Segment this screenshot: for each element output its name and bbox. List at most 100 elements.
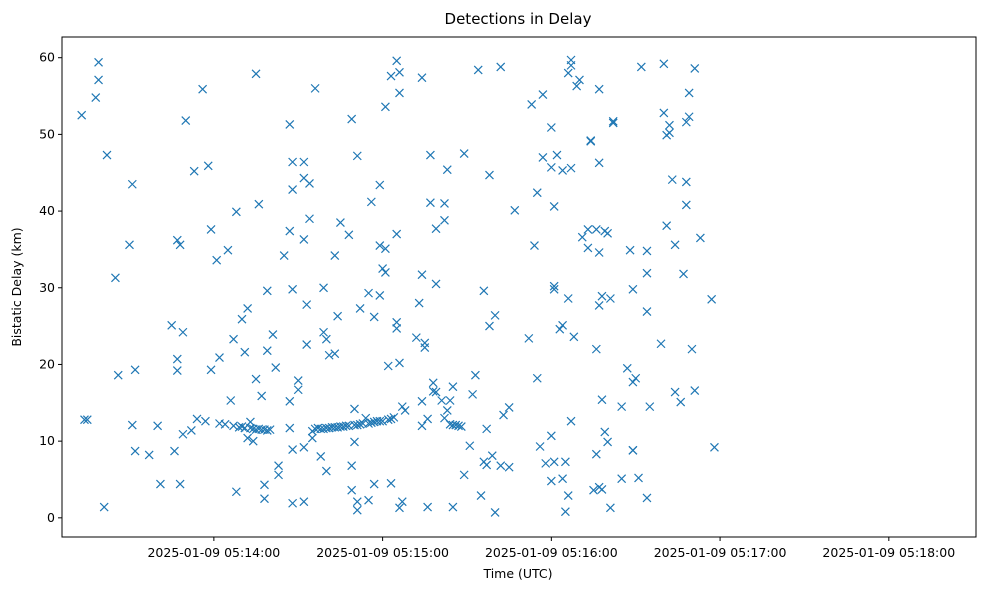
data-point-marker [563, 491, 573, 501]
data-point-marker [378, 264, 388, 274]
data-point-marker [102, 150, 112, 160]
data-point-marker [670, 240, 680, 250]
data-point-marker [130, 446, 140, 456]
data-point-marker [414, 298, 424, 308]
data-point-marker [485, 170, 494, 180]
data-point-marker [237, 422, 247, 431]
x-axis-label: Time (UTC) [482, 566, 552, 581]
data-point-marker [605, 503, 615, 513]
data-point-marker [605, 294, 615, 303]
data-point-marker [482, 460, 492, 470]
data-point-marker [330, 251, 340, 260]
data-point-marker [386, 478, 396, 488]
data-point-marker [231, 487, 241, 497]
data-point-marker [366, 418, 376, 428]
data-point-marker [440, 198, 449, 208]
data-point-marker [268, 330, 278, 339]
data-point-marker [420, 343, 430, 353]
data-point-marker [243, 304, 253, 313]
data-point-marker [153, 421, 163, 431]
data-point-marker [305, 179, 314, 188]
data-point-marker [591, 344, 601, 354]
x-tick-label: 2025-01-09 05:17:00 [654, 545, 787, 560]
data-point-marker [690, 386, 700, 395]
data-point-marker [659, 108, 669, 118]
data-point-marker [490, 310, 500, 320]
data-point-marker [600, 427, 610, 437]
data-point-marker [172, 235, 182, 245]
data-point-marker [352, 151, 362, 161]
data-point-marker [167, 320, 177, 330]
data-point-marker [285, 226, 295, 236]
data-point-marker [347, 461, 357, 471]
data-point-marker [299, 497, 309, 507]
y-tick-label: 40 [39, 203, 55, 218]
data-point-marker [299, 235, 309, 244]
data-point-marker [496, 62, 506, 72]
data-point-marker [546, 431, 556, 441]
y-tick-label: 60 [39, 50, 55, 65]
data-point-marker [428, 378, 438, 388]
data-point-marker [392, 323, 402, 333]
data-point-marker [575, 75, 584, 85]
data-point-marker [558, 166, 568, 175]
data-point-marker [636, 62, 646, 72]
data-point-marker [448, 382, 458, 392]
data-point-marker [532, 188, 542, 198]
data-point-marker [482, 424, 492, 434]
data-point-marker [608, 116, 618, 126]
data-point-marker [586, 136, 596, 145]
data-point-marker [628, 445, 638, 455]
data-point-marker [504, 402, 514, 412]
data-point-marker [274, 470, 283, 480]
x-tick-label: 2025-01-09 05:15:00 [316, 545, 449, 560]
data-point-marker [127, 179, 137, 189]
y-tick-label: 0 [47, 510, 55, 525]
data-point-marker [510, 205, 520, 215]
data-point-marker [310, 83, 320, 93]
data-point-marker [546, 162, 556, 172]
data-point-marker [226, 396, 236, 405]
data-point-marker [352, 505, 362, 515]
data-point-marker [591, 225, 601, 234]
data-point-marker [288, 185, 298, 195]
data-point-marker [642, 307, 652, 316]
data-point-marker [175, 479, 185, 489]
data-point-marker [257, 391, 267, 401]
data-point-marker [352, 497, 362, 507]
data-point-marker [541, 458, 551, 468]
plot-frame [61, 36, 977, 538]
data-point-marker [302, 300, 312, 310]
data-point-marker [243, 433, 253, 443]
data-point-marker [361, 413, 371, 423]
x-tick-label: 2025-01-09 05:14:00 [147, 545, 280, 560]
data-point-marker [344, 230, 354, 240]
data-point-marker [411, 333, 421, 343]
data-point-marker [285, 423, 295, 433]
data-point-marker [499, 410, 508, 420]
data-point-marker [670, 387, 680, 397]
data-point-marker [583, 225, 593, 234]
chart-title: Detections in Delay [445, 10, 592, 28]
data-point-marker [375, 241, 385, 251]
data-point-marker [94, 57, 103, 67]
data-point-marker [170, 446, 179, 456]
data-point-marker [347, 114, 357, 124]
data-point-marker [659, 59, 669, 69]
data-point-marker [617, 402, 627, 412]
data-point-marker [198, 84, 208, 94]
data-point-marker [710, 442, 719, 452]
data-point-marker [558, 474, 568, 484]
data-point-marker [307, 433, 317, 443]
x-tick-label: 2025-01-09 05:16:00 [485, 545, 618, 560]
data-point-marker [679, 269, 688, 279]
data-point-marker [597, 485, 607, 494]
data-point-marker [352, 420, 362, 430]
data-point-marker [375, 416, 385, 426]
data-point-marker [262, 425, 272, 435]
data-points [77, 55, 719, 517]
data-point-marker [603, 437, 613, 447]
data-point-marker [271, 363, 281, 372]
data-point-marker [431, 279, 441, 289]
data-point-marker [684, 88, 694, 98]
